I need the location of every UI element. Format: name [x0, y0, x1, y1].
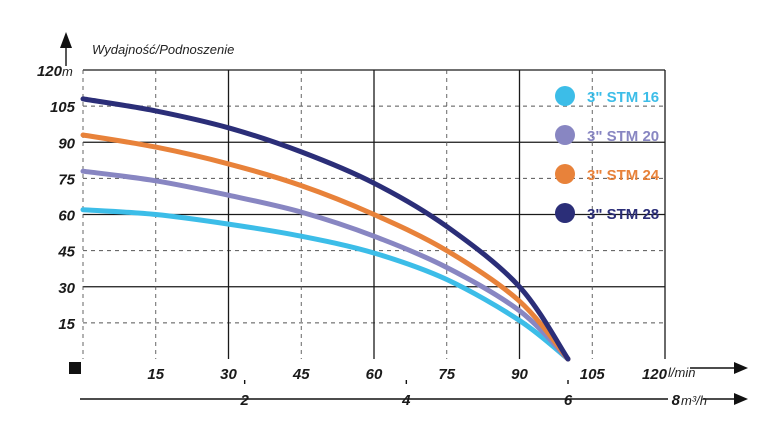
legend-label: 3" STM 20 [587, 128, 659, 145]
series-lines [80, 96, 571, 362]
series-line [80, 207, 571, 362]
legend-marker [555, 125, 575, 145]
x-tick-label: 90 [511, 366, 528, 383]
secondary-x-axis-unit: m³/h [681, 393, 707, 408]
secondary-x-tick-label: 6 [564, 392, 573, 409]
legend-label: 3" STM 16 [587, 89, 659, 106]
x-tick-label: 30 [220, 366, 237, 383]
series-line [80, 132, 571, 362]
x-tick-label: 120 [642, 366, 668, 383]
y-axis-unit: m [62, 64, 73, 79]
x-tick-label: 15 [147, 366, 164, 383]
x-tick-label: 60 [366, 366, 383, 383]
y-tick-label: 30 [58, 280, 75, 297]
axes [60, 32, 748, 405]
y-tick-label: 45 [57, 244, 75, 261]
secondary-x-tick-label: 2 [239, 392, 249, 409]
y-tick-label: 120 [37, 63, 63, 80]
y-tick-label: 90 [58, 135, 75, 152]
x-tick-label: 45 [292, 366, 310, 383]
x-tick-label: 105 [580, 366, 606, 383]
secondary-x-tick-label: 4 [401, 392, 411, 409]
x-tick-label: 75 [438, 366, 455, 383]
series-line [80, 168, 571, 362]
series-line [80, 96, 571, 362]
x-axis-arrow-icon [734, 362, 748, 374]
y-tick-label: 15 [58, 316, 75, 333]
y-tick-label: 75 [58, 171, 75, 188]
legend-marker [555, 203, 575, 223]
y-axis-arrow-icon [60, 32, 72, 48]
legend: 3" STM 16 3" STM 20 3" STM 24 3" STM 28 [555, 86, 660, 223]
legend-label: 3" STM 28 [587, 206, 659, 223]
y-tick-label: 60 [58, 208, 75, 225]
y-tick-label: 105 [50, 99, 76, 116]
legend-marker [555, 164, 575, 184]
legend-marker [555, 86, 575, 106]
origin-marker-icon [69, 362, 81, 374]
legend-label: 3" STM 24 [587, 167, 660, 184]
y-axis-title: Wydajność/Podnoszenie [92, 42, 234, 57]
secondary-x-axis-arrow-icon [734, 393, 748, 405]
secondary-x-tick-label: 8 [672, 392, 681, 409]
x-axis-unit: l/min [668, 365, 695, 380]
